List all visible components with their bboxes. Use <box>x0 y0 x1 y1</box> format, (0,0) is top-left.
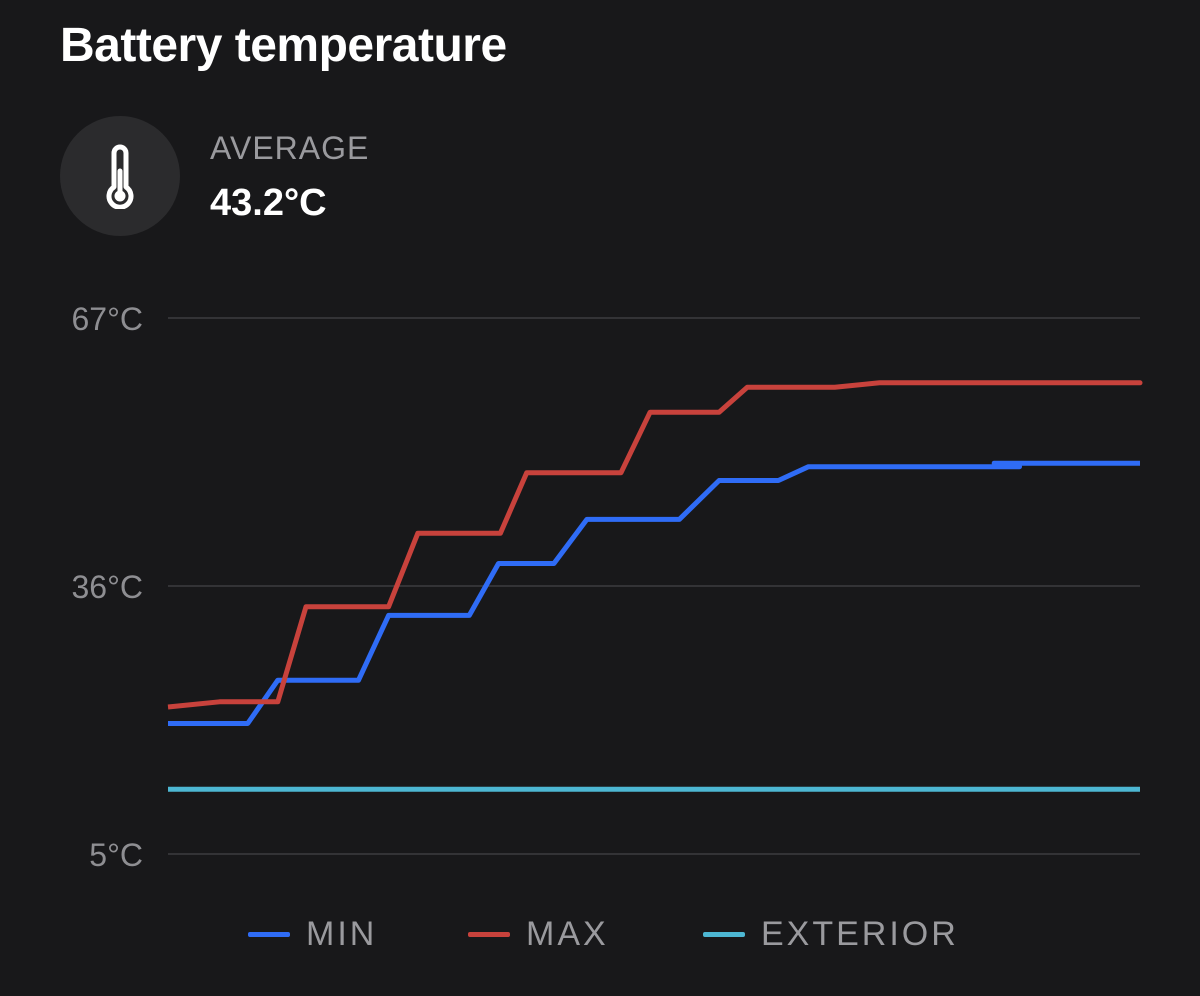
series-line-min <box>168 460 1140 726</box>
legend-item-exterior: EXTERIOR <box>703 912 959 956</box>
series-line-max <box>167 380 1143 710</box>
legend-label-exterior: EXTERIOR <box>761 914 959 953</box>
legend-item-min: MIN <box>248 912 377 956</box>
page-title: Battery temperature <box>60 19 507 72</box>
legend-label-max: MAX <box>526 914 609 953</box>
legend-swatch-min <box>248 931 290 937</box>
y-tick-label-2: 5°C <box>89 837 143 873</box>
chart-legend: MIN MAX EXTERIOR <box>0 912 1200 956</box>
thermometer-icon-badge <box>60 116 180 236</box>
legend-label-min: MIN <box>306 914 378 953</box>
average-value: 43.2°C <box>210 182 327 224</box>
legend-item-max: MAX <box>468 912 609 956</box>
temperature-chart: 67°C 36°C 5°C <box>72 301 1143 873</box>
average-label: AVERAGE <box>210 130 370 166</box>
thermometer-icon <box>106 144 134 209</box>
y-tick-label-1: 36°C <box>72 569 144 605</box>
legend-swatch-max <box>468 931 510 937</box>
chart-series <box>167 380 1143 792</box>
legend-swatch-exterior <box>703 931 745 937</box>
y-tick-label-0: 67°C <box>72 301 144 337</box>
chart-grid: 67°C 36°C 5°C <box>72 301 1140 873</box>
